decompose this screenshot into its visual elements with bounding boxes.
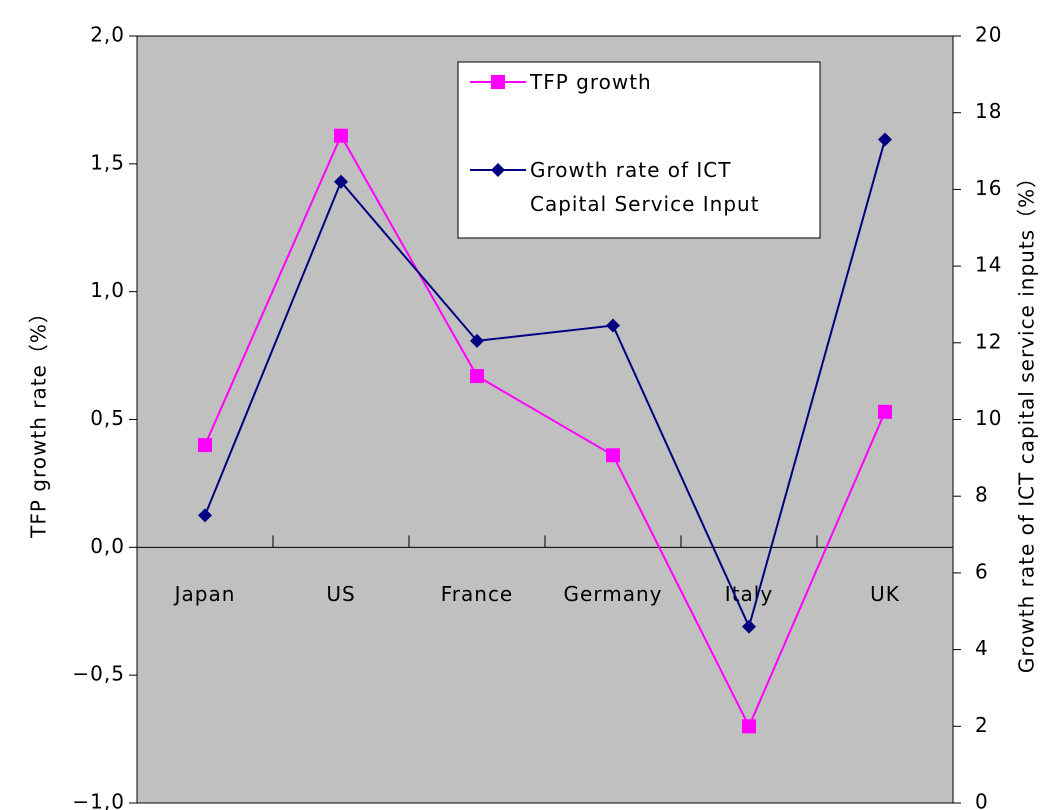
y2-tick-label: 4	[975, 636, 989, 660]
y2-tick-label: 20	[975, 23, 1002, 47]
x-tick-label: Japan	[173, 582, 236, 606]
marker	[334, 128, 348, 143]
y2-tick-label: 2	[975, 713, 989, 737]
marker	[470, 333, 484, 348]
x-tick-label: Italy	[725, 582, 773, 606]
marker	[606, 318, 620, 333]
y2-tick-label: 12	[975, 329, 1002, 353]
x-tick-label: France	[441, 582, 514, 606]
marker	[742, 619, 756, 634]
y2-tick-label: 6	[975, 559, 989, 583]
legend-label: Growth rate of ICT Capital Service Input	[530, 158, 760, 216]
x-tick-label: Germany	[564, 582, 663, 606]
marker	[470, 369, 484, 384]
series-line	[204, 139, 886, 630]
marker	[334, 174, 348, 189]
y2-tick-label: 10	[975, 406, 1002, 430]
y-tick-label: 1,0	[90, 278, 125, 302]
marker	[198, 438, 212, 453]
y2-tick-label: 0	[975, 790, 989, 810]
series-line	[204, 133, 886, 729]
legend: TFP growth Growth rate of ICT Capital Ser…	[457, 61, 821, 239]
y2-tick-label: 14	[975, 253, 1002, 277]
y-tick-label: 0,5	[90, 406, 125, 430]
y2-axis-label: Growth rate of ICT capital service input…	[1015, 167, 1039, 673]
y-tick-label: −1,0	[72, 790, 125, 810]
y-tick-label: 1,5	[90, 150, 125, 174]
y2-tick-label: 16	[975, 176, 1002, 200]
legend-label-box: TFP growth	[530, 70, 652, 94]
legend-box	[457, 61, 821, 239]
y-tick-label: 0,0	[90, 534, 125, 558]
marker	[878, 132, 892, 147]
y2-tick-label: 8	[975, 483, 989, 507]
legend-label: TFP growth	[530, 70, 652, 94]
x-tick-label: US	[326, 582, 355, 606]
marker	[491, 75, 505, 89]
y-axis-label: TFP growth rate（%）	[27, 302, 51, 539]
legend-label-box: Growth rate of ICT Capital Service Input	[530, 158, 760, 216]
marker	[198, 508, 212, 523]
marker	[491, 163, 505, 177]
y2-tick-label: 18	[975, 99, 1002, 123]
x-tick-label: UK	[870, 582, 900, 606]
y-tick-label: −0,5	[72, 662, 125, 686]
marker	[742, 719, 756, 734]
y-tick-label: 2,0	[90, 23, 125, 47]
marker	[606, 448, 620, 463]
marker	[878, 404, 892, 419]
